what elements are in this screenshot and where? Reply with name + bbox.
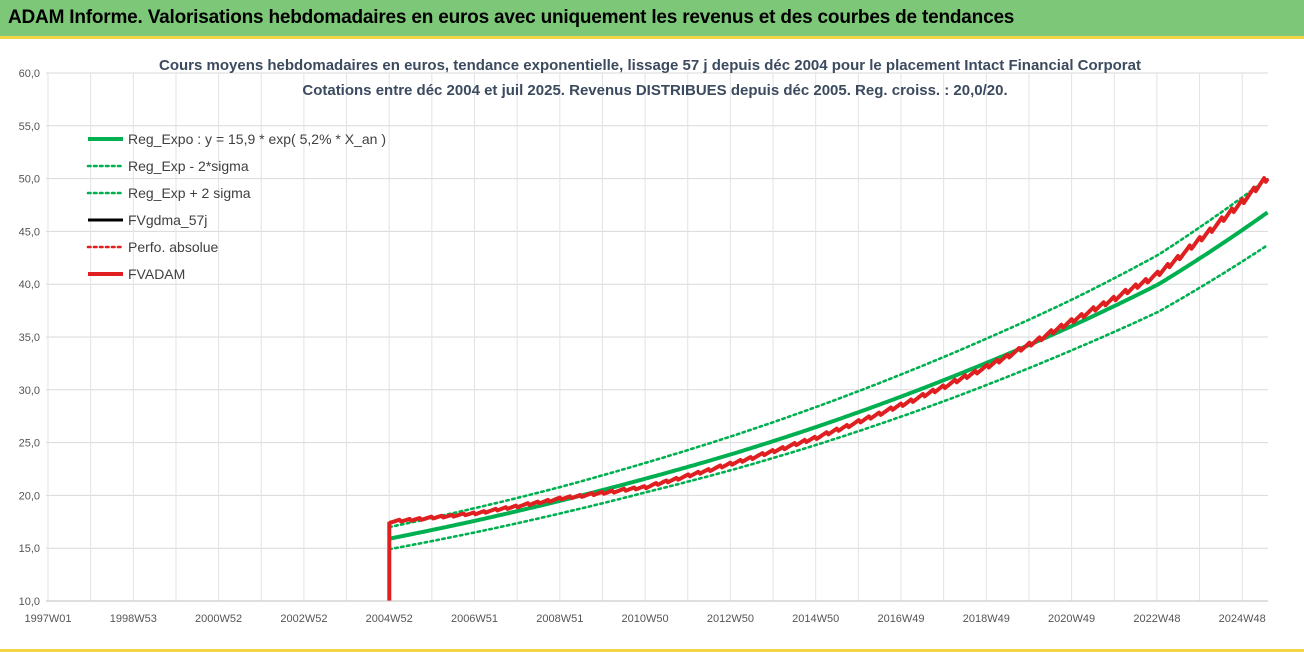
y-tick-label: 45,0 — [19, 226, 40, 238]
axis-layer: 10,0 15,0 20,0 25,0 30,0 35,0 40,0 45,0 50,0 55,0… — [19, 68, 1268, 625]
legend-label: Reg_Expo : y = 15,9 * exp( 5,2% * X_an ) — [128, 131, 386, 147]
x-tick-label: 2006W51 — [451, 613, 498, 625]
y-tick-label: 55,0 — [19, 121, 40, 133]
legend-label: FVADAM — [128, 266, 185, 282]
x-tick-label: 2016W49 — [877, 613, 924, 625]
header-title: ADAM Informe. Valorisations hebdomadaire… — [8, 7, 1015, 28]
chart-subtitle: Cotations entre déc 2004 et juil 2025. R… — [302, 82, 1007, 99]
x-tick-label: 2000W52 — [195, 613, 242, 625]
x-tick-label: 2012W50 — [707, 613, 754, 625]
x-tick-label: 2018W49 — [963, 613, 1010, 625]
y-tick-label: 50,0 — [19, 174, 40, 186]
legend: Reg_Expo : y = 15,9 * exp( 5,2% * X_an )… — [86, 131, 386, 282]
legend-label: Reg_Exp - 2*sigma — [128, 158, 249, 174]
x-tick-label: 2010W50 — [622, 613, 669, 625]
series-line-fvgdma_57j — [388, 176, 1269, 525]
y-tick-label: 25,0 — [19, 438, 40, 450]
header-bar: ADAM Informe. Valorisations hebdomadaire… — [0, 0, 1304, 36]
grid-layer — [46, 72, 1268, 602]
series-line-reg_exp — [388, 243, 1269, 551]
x-tick-label: 1998W53 — [110, 613, 157, 625]
y-tick-label: 20,0 — [19, 490, 40, 502]
legend-label: Perfo. absolue — [128, 239, 218, 255]
bottom-border — [0, 649, 1304, 652]
chart-title: Cours moyens hebdomadaires en euros, ten… — [159, 57, 1141, 74]
series-line-perfo — [388, 176, 1269, 525]
y-tick-label: 35,0 — [19, 332, 40, 344]
x-tick-label: 2024W48 — [1219, 613, 1266, 625]
series-line-fvadam — [388, 176, 1270, 525]
y-tick-label: 15,0 — [19, 543, 40, 555]
legend-label: FVgdma_57j — [128, 212, 207, 228]
series-layer — [387, 176, 1270, 601]
y-tick-label: 30,0 — [19, 385, 40, 397]
line-chart: 10,0 15,0 20,0 25,0 30,0 35,0 40,0 45,0 50,0 55,0… — [19, 57, 1270, 625]
x-tick-label: 2022W48 — [1133, 613, 1180, 625]
x-tick-label: 2020W49 — [1048, 613, 1095, 625]
y-tick-label: 60,0 — [19, 68, 40, 80]
y-tick-label: 10,0 — [19, 596, 40, 608]
x-tick-label: 2004W52 — [366, 613, 413, 625]
x-tick-label: 2002W52 — [280, 613, 327, 625]
legend-label: Reg_Exp + 2 sigma — [128, 185, 251, 201]
x-tick-label: 2008W51 — [536, 613, 583, 625]
x-tick-label: 1997W01 — [24, 613, 71, 625]
series-line-reg_exp — [388, 177, 1269, 529]
y-tick-label: 40,0 — [19, 279, 40, 291]
top-border — [0, 36, 1304, 39]
x-tick-label: 2014W50 — [792, 613, 839, 625]
series-line-reg_expo — [388, 210, 1269, 541]
